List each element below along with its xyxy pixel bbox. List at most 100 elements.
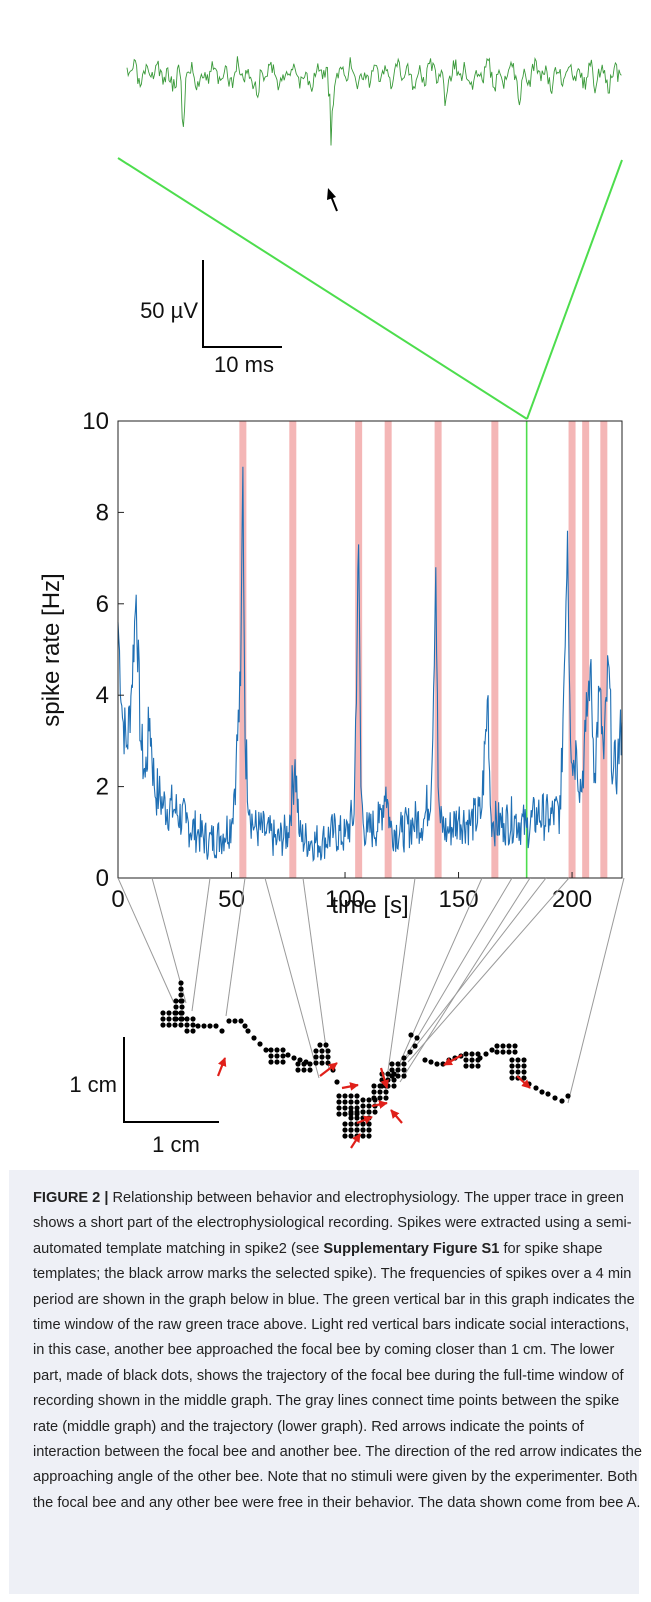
figure-caption: FIGURE 2 | Relationship between behavior… — [9, 1170, 642, 1594]
trajectory-dot — [173, 1004, 179, 1010]
trajectory-dot — [565, 1093, 571, 1099]
trajectory-dot — [348, 1105, 354, 1111]
scalebar-bottom-horizontal-label: 1 cm — [152, 1132, 200, 1157]
selected-spike-arrow-icon — [327, 188, 338, 212]
trajectory-dot — [179, 1004, 185, 1010]
trajectory-dot — [166, 1022, 172, 1028]
trajectory-dot — [274, 1059, 280, 1065]
trajectory-dot — [389, 1061, 395, 1067]
trajectory-dot — [379, 1083, 385, 1089]
trajectory-dot — [295, 1067, 301, 1073]
trajectory-dot — [354, 1105, 360, 1111]
trajectory-dot — [190, 1028, 196, 1034]
trajectory-dot — [366, 1109, 372, 1115]
trajectory-dot — [184, 1016, 190, 1022]
trajectory-dot — [184, 1022, 190, 1028]
trajectory-dot — [483, 1051, 489, 1057]
zoom-line-left — [117, 157, 528, 420]
trajectory-dot — [348, 1115, 354, 1121]
y-tick-label: 8 — [96, 499, 109, 526]
trajectory-dot — [160, 1010, 166, 1016]
trajectory-dot — [389, 1073, 395, 1079]
trajectory-dot — [219, 1028, 225, 1034]
caption-body-1: Relationship between behavior and electr… — [33, 1190, 632, 1257]
trajectory-dot — [354, 1109, 360, 1115]
trajectory-dot — [319, 1054, 325, 1060]
trajectory-dot — [494, 1049, 500, 1055]
trajectory-dot — [389, 1067, 395, 1073]
trajectory-dot — [366, 1121, 372, 1127]
trajectory-dot — [325, 1048, 331, 1054]
caption-text: FIGURE 2 | Relationship between behavior… — [33, 1186, 643, 1516]
trajectory-dot — [391, 1083, 397, 1089]
social-interaction-band — [582, 421, 590, 878]
supplementary-figure-link[interactable]: Supplementary Figure S1 — [323, 1240, 500, 1257]
social-interaction-band — [434, 421, 442, 878]
trajectory-dot — [401, 1061, 407, 1067]
trajectory-dot — [463, 1051, 469, 1057]
trajectory-dot — [515, 1069, 521, 1075]
trajectory-dot — [428, 1059, 434, 1065]
trajectory-dot — [395, 1073, 401, 1079]
trajectory-dot — [319, 1060, 325, 1066]
trajectory-dot — [489, 1047, 495, 1053]
x-tick-label: 100 — [325, 886, 365, 913]
trajectory-dot — [422, 1057, 428, 1063]
trajectory-dot — [285, 1052, 291, 1058]
trajectory-dot — [313, 1048, 319, 1054]
trajectory-dot — [360, 1109, 366, 1115]
red-arrow-icon — [341, 1082, 359, 1091]
caption-body-2: for spike shape templates; the black arr… — [33, 1240, 643, 1511]
trajectory-dot — [475, 1063, 481, 1069]
scalebar-top: 50 µV 10 ms — [140, 260, 282, 377]
trajectory-dot — [372, 1109, 378, 1115]
trajectory-dot — [475, 1051, 481, 1057]
y-tick-label: 0 — [96, 865, 109, 892]
trajectory-dot — [348, 1121, 354, 1127]
trajectory-dot — [274, 1053, 280, 1059]
trajectory-dot — [301, 1061, 307, 1067]
trajectory-dot — [354, 1127, 360, 1133]
trajectory-dot — [301, 1067, 307, 1073]
trajectory-dot — [178, 1016, 184, 1022]
trajectory-dot — [334, 1079, 340, 1085]
trajectory-dot — [469, 1057, 475, 1063]
trajectory-dot — [395, 1061, 401, 1067]
social-interaction-band — [239, 421, 247, 878]
y-axis-title: spike rate [Hz] — [38, 573, 65, 726]
trajectory-dot — [512, 1043, 518, 1049]
trajectory-dot — [160, 1022, 166, 1028]
trajectory-dot — [178, 1010, 184, 1016]
trajectory-dot — [401, 1067, 407, 1073]
trajectory-dot — [190, 1022, 196, 1028]
trajectory-dot — [178, 980, 184, 986]
red-arrow-icon — [216, 1057, 227, 1077]
trajectory-dot — [500, 1049, 506, 1055]
trajectory-dot — [366, 1103, 372, 1109]
trajectory-dot — [342, 1127, 348, 1133]
trajectory-dot — [360, 1103, 366, 1109]
trajectory-dot — [434, 1061, 440, 1067]
trajectory-dot — [552, 1095, 558, 1101]
trajectory-dot — [408, 1032, 414, 1038]
trajectory-dot — [319, 1048, 325, 1054]
trajectory-dot — [263, 1047, 269, 1053]
trajectory-dot — [371, 1095, 377, 1101]
trajectory-dot — [360, 1097, 366, 1103]
trajectory-dot — [313, 1054, 319, 1060]
trajectory-dot — [371, 1089, 377, 1095]
social-interaction-band — [355, 421, 363, 878]
trajectory-dot — [515, 1057, 521, 1063]
trajectory-dot — [506, 1049, 512, 1055]
x-tick-label: 0 — [111, 886, 124, 913]
zoom-line-right — [526, 159, 623, 420]
trajectory-dot — [280, 1059, 286, 1065]
trajectory-dot — [184, 1028, 190, 1034]
trajectory-dot — [280, 1047, 286, 1053]
trajectory-dot — [172, 1022, 178, 1028]
trajectory-dot — [348, 1133, 354, 1139]
raw-green-trace — [126, 56, 622, 146]
trajectory-dot — [401, 1073, 407, 1079]
y-tick-label: 10 — [82, 408, 109, 435]
